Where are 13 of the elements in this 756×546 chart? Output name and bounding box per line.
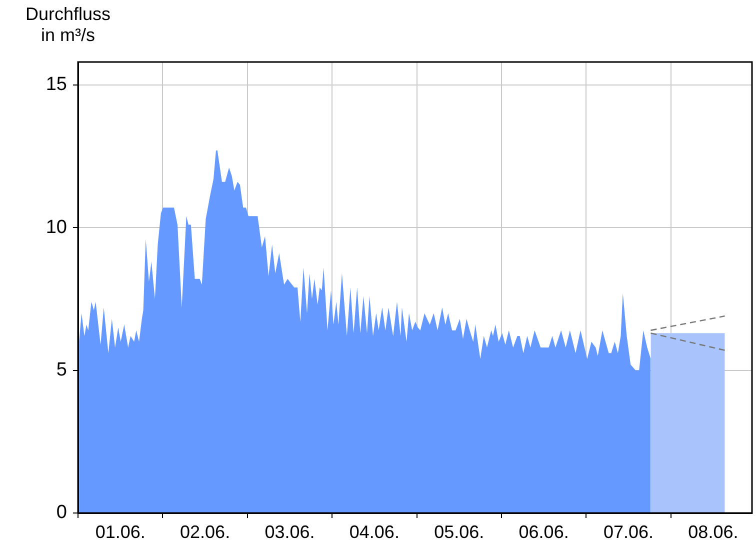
y-tick-label: 5 (56, 360, 67, 381)
x-tick-label: 06.06. (518, 522, 569, 542)
y-axis-title: Durchfluss in m³/s (24, 4, 112, 46)
y-tick-label: 15 (46, 74, 67, 96)
x-tick-label: 08.06. (688, 522, 738, 542)
y-tick-label: 0 (56, 502, 67, 524)
x-tick-label: 03.06. (264, 522, 315, 542)
x-tick-label: 05.06. (434, 522, 484, 542)
x-tick-label: 04.06. (349, 522, 400, 542)
y-tick-label: 10 (46, 216, 67, 238)
x-tick-label: 02.06. (180, 522, 230, 542)
x-tick-label: 07.06. (603, 522, 654, 542)
x-tick-label: 01.06. (95, 522, 146, 542)
